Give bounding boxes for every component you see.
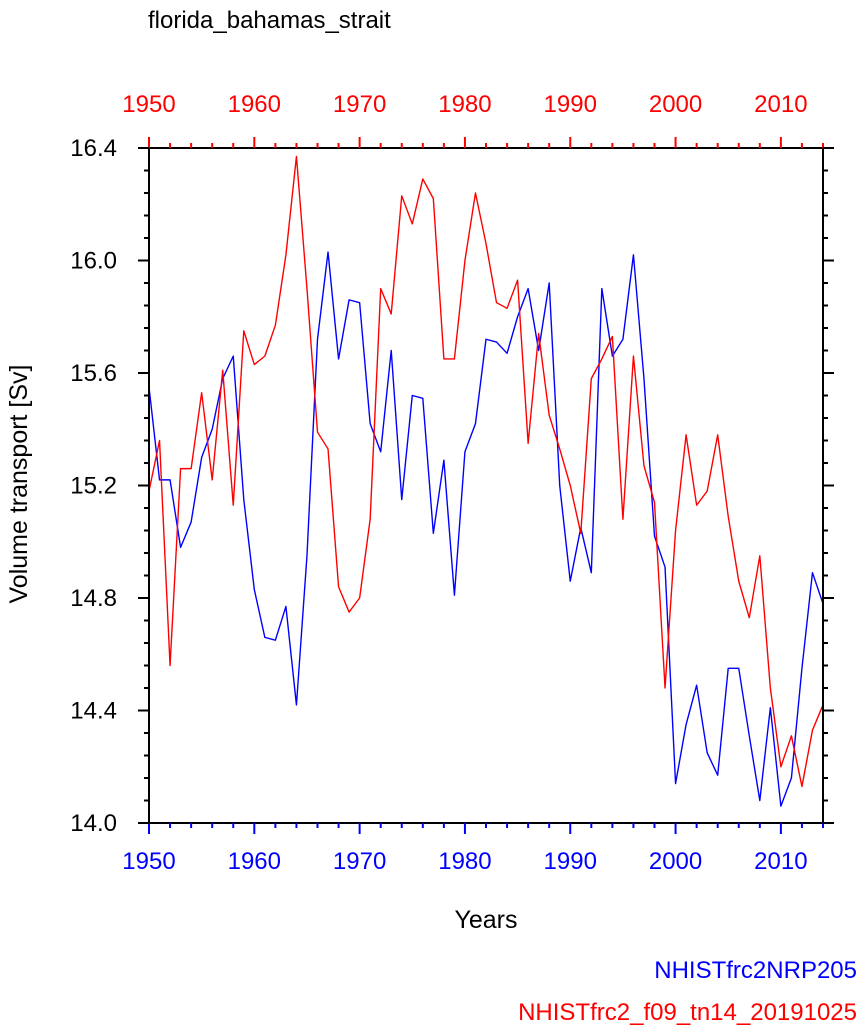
axes: 1950 1950 1960 1960 1970 1970 1980 1980 1990 1990… (70, 91, 834, 875)
x-tick-label-bottom: 2000 (649, 848, 702, 875)
legend-entry-blue: NHISTfrc2NRP205 (654, 957, 857, 984)
x-axis-label: Years (454, 906, 517, 934)
y-tick-label: 14.8 (70, 585, 117, 612)
plot-frame (148, 147, 824, 824)
x-tick-label-top: 2010 (754, 91, 807, 118)
y-tick-label: 15.6 (70, 360, 117, 387)
x-tick-label-bottom: 1950 (122, 848, 175, 875)
legend-entry-red: NHISTfrc2_f09_tn14_20191025 (518, 999, 857, 1026)
series-line-0 (148, 251, 824, 807)
x-tick-label-top: 1970 (333, 91, 386, 118)
x-tick-label-top: 1960 (228, 91, 281, 118)
x-tick-label-top: 1990 (544, 91, 597, 118)
y-tick-label: 15.2 (70, 473, 117, 500)
x-tick-label-top: 2000 (649, 91, 702, 118)
x-tick-label-bottom: 1960 (228, 848, 281, 875)
plot-area (148, 155, 824, 807)
series-line-1 (148, 155, 824, 788)
y-tick-label: 16.0 (70, 248, 117, 275)
y-tick-label: 16.4 (70, 135, 117, 162)
x-tick-label-bottom: 2010 (754, 848, 807, 875)
x-tick-label-bottom: 1980 (438, 848, 491, 875)
chart-title: florida_bahamas_strait (148, 7, 391, 34)
x-tick-label-bottom: 1990 (544, 848, 597, 875)
x-tick-label-top: 1980 (438, 91, 491, 118)
x-tick-label-top: 1950 (122, 91, 175, 118)
x-tick-label-bottom: 1970 (333, 848, 386, 875)
y-axis-label: Volume transport [Sv] (5, 364, 33, 603)
y-tick-label: 14.0 (70, 810, 117, 837)
y-tick-label: 14.4 (70, 698, 117, 725)
